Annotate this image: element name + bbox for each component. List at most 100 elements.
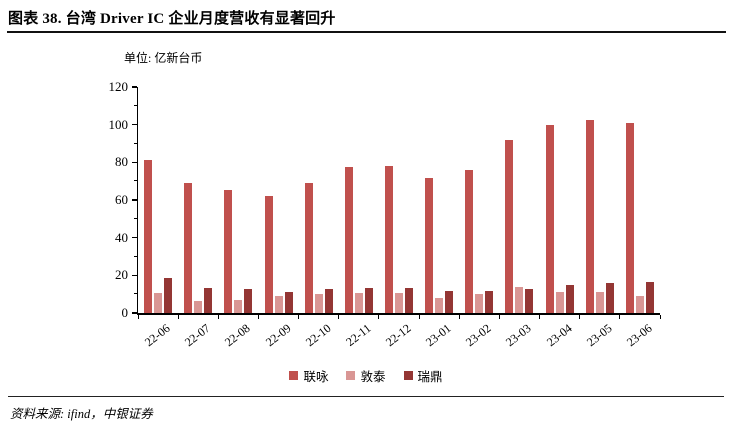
x-axis-tick: [378, 314, 380, 319]
chart-legend: 联咏 敦泰 瑞鼎: [0, 366, 732, 385]
x-axis-tick: [418, 314, 420, 319]
source-label: 资料来源: ifind，中银证券: [10, 407, 153, 421]
bar-novatek-22-06: [144, 159, 153, 313]
x-axis-tick-label: 23-04: [543, 321, 575, 350]
x-axis-tick-label: 23-02: [463, 321, 494, 350]
x-axis-tick-label: 22-06: [141, 321, 173, 350]
y-axis-tick: [131, 123, 137, 126]
x-axis-tick: [257, 314, 259, 319]
bar-focaltech-23-03: [515, 286, 524, 313]
bar-focaltech-22-11: [354, 293, 363, 313]
x-axis-tick-label: 22-12: [382, 321, 414, 350]
y-axis-tick: [133, 293, 137, 295]
x-axis-tick: [579, 314, 581, 319]
x-axis-tick-label: 22-08: [222, 321, 253, 350]
bar-focaltech-23-01: [435, 297, 444, 313]
x-axis-line: [136, 313, 660, 315]
bar-focaltech-22-12: [395, 293, 403, 313]
bar-focaltech-22-06: [154, 293, 163, 313]
bar-novatek-23-02: [465, 169, 474, 313]
y-axis-tick-label: 120: [108, 79, 129, 94]
bar-focaltech-22-09: [274, 296, 283, 313]
y-axis-tick: [131, 199, 137, 201]
bar-focaltech-23-05: [595, 292, 604, 313]
bar-focaltech-23-02: [475, 294, 484, 313]
footer-divider: [8, 396, 724, 397]
x-axis-tick: [458, 314, 460, 319]
title-divider: [7, 31, 726, 33]
bar-focaltech-23-06: [635, 296, 644, 313]
bar-raydium-23-05: [605, 282, 614, 313]
legend-item-raydium: 瑞鼎: [403, 366, 443, 385]
bar-raydium-22-12: [405, 287, 413, 313]
y-axis-tick: [131, 312, 137, 314]
bar-raydium-22-11: [364, 287, 373, 313]
y-axis-tick: [133, 218, 137, 220]
bar-raydium-23-03: [525, 288, 534, 313]
bar-raydium-23-06: [645, 281, 654, 313]
y-axis-tick: [131, 161, 137, 164]
x-axis-tick-label: 23-05: [583, 321, 615, 350]
legend-label: 敦泰: [360, 370, 386, 384]
bar-novatek-22-11: [344, 167, 353, 313]
legend-item-novatek: 联咏: [289, 366, 328, 385]
bar-novatek-23-04: [545, 124, 554, 313]
x-axis-tick-label: 22-11: [343, 321, 374, 350]
figure-title: 图表 38. 台湾 Driver IC 企业月度营收有显著回升: [8, 11, 336, 27]
bar-novatek-23-01: [425, 178, 434, 313]
bar-chart-plot-area: 0 20 40 60 80 100 120 22-06 22-07 22-08 22-09 22-10…: [109, 79, 661, 349]
x-axis-tick: [217, 314, 219, 319]
x-axis-tick-label: 22-07: [182, 321, 213, 350]
y-axis-line: [136, 87, 138, 315]
bar-raydium-22-07: [204, 287, 213, 313]
bar-novatek-23-03: [505, 139, 514, 313]
x-axis-tick: [338, 314, 340, 319]
bar-focaltech-22-08: [234, 299, 243, 313]
x-axis-tick-label: 22-10: [302, 321, 334, 350]
bar-novatek-22-07: [184, 183, 193, 313]
legend-swatch-icon: [403, 371, 413, 380]
y-axis-tick: [131, 86, 137, 88]
legend-swatch-icon: [289, 371, 299, 380]
bar-novatek-22-12: [385, 166, 393, 313]
y-axis-tick: [131, 274, 137, 277]
legend-swatch-icon: [346, 371, 356, 380]
bar-novatek-22-08: [224, 189, 233, 313]
x-axis-tick: [498, 314, 500, 319]
x-axis-tick: [298, 314, 300, 319]
bar-raydium-22-08: [244, 288, 253, 313]
x-axis-tick-label: 22-09: [262, 321, 294, 350]
x-axis-tick-label: 23-06: [623, 321, 655, 350]
y-axis-tick-label: 20: [115, 267, 128, 283]
y-axis-tick: [133, 142, 137, 144]
y-axis-tick-label: 100: [108, 116, 129, 132]
y-axis-tick: [131, 236, 137, 239]
x-axis-tick: [539, 314, 541, 319]
y-axis-tick: [133, 105, 137, 107]
x-axis-tick-label: 23-03: [503, 321, 535, 350]
bar-focaltech-22-07: [194, 300, 203, 313]
bar-focaltech-22-10: [314, 294, 323, 313]
legend-item-focaltech: 敦泰: [346, 366, 386, 385]
y-axis-tick: [133, 180, 137, 182]
bar-raydium-23-02: [485, 291, 494, 313]
x-axis-tick: [619, 314, 621, 319]
x-axis-tick: [137, 314, 139, 319]
bar-novatek-22-10: [304, 183, 313, 313]
x-axis-tick-label: 23-01: [423, 321, 454, 350]
bar-raydium-23-01: [445, 291, 454, 313]
bar-raydium-22-06: [164, 278, 173, 313]
bar-novatek-22-09: [264, 196, 273, 313]
bar-raydium-22-10: [324, 289, 333, 313]
y-axis-tick-label: 80: [115, 154, 128, 170]
legend-label: 联咏: [303, 370, 329, 384]
y-axis-tick: [133, 255, 137, 257]
bar-raydium-22-09: [284, 292, 293, 313]
unit-label: 单位: 亿新台币: [124, 51, 203, 65]
bar-raydium-23-04: [565, 284, 574, 313]
x-axis-tick: [177, 314, 179, 319]
legend-label: 瑞鼎: [417, 370, 443, 384]
y-axis-tick-label: 0: [121, 305, 129, 320]
bar-focaltech-23-04: [555, 292, 564, 313]
